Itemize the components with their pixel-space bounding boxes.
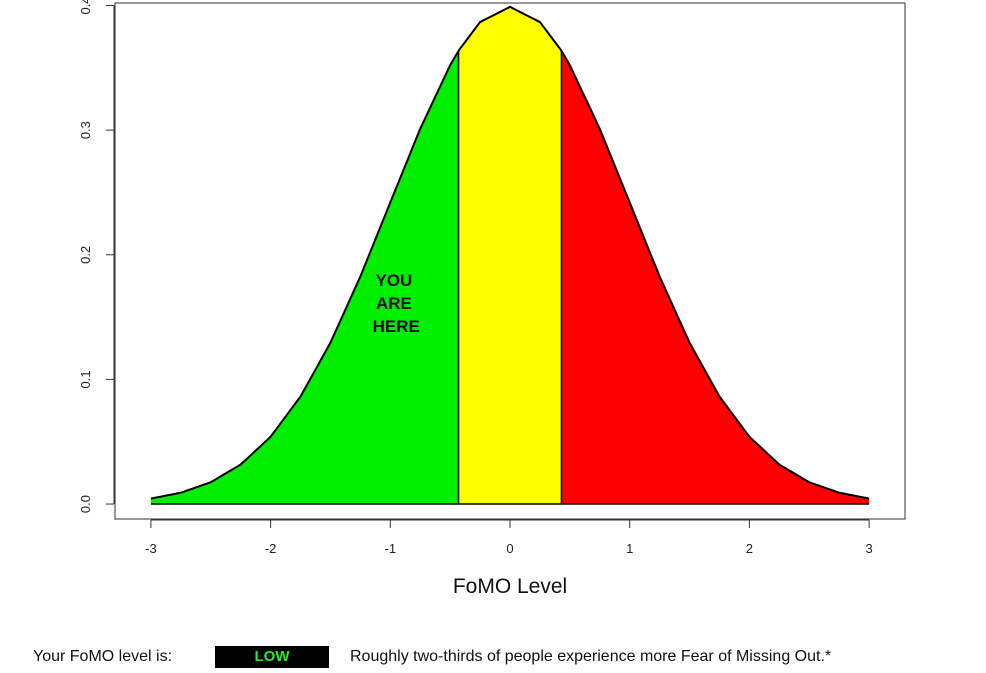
distribution-regions	[150, 6, 870, 505]
plot-frame	[114, 2, 906, 520]
x-tick-label: 0	[506, 541, 513, 556]
you-are-here-label: YOU ARE HERE	[373, 271, 420, 336]
x-axis: -3 -2 -1 0 1 2 3	[145, 519, 873, 556]
fomo-level-label: Your FoMO level is:	[33, 648, 173, 665]
annotation-line: HERE	[373, 317, 420, 336]
y-tick-label: 0.3	[78, 121, 93, 139]
region-area	[458, 6, 562, 505]
y-tick-label: 0.2	[78, 246, 93, 264]
y-axis: 0.0 0.1 0.2 0.3 0.4	[78, 0, 115, 513]
annotation-line: ARE	[376, 294, 412, 313]
x-axis-title: FoMO Level	[453, 575, 567, 598]
density-curve	[150, 5, 870, 500]
y-tick-label: 0.4	[78, 0, 93, 15]
annotation-line: YOU	[375, 271, 412, 290]
y-tick-label: 0.1	[78, 370, 93, 388]
region-area	[561, 50, 870, 505]
fomo-level-badge: LOW	[215, 646, 329, 668]
x-tick-label: 3	[865, 541, 872, 556]
x-tick-label: 1	[626, 541, 633, 556]
fomo-chart: -3 -2 -1 0 1 2 3 0.0 0.1 0.2 0.3 0.4 FoMO Level YO…	[78, 0, 906, 598]
region-area	[150, 50, 459, 505]
region-dividers	[150, 50, 870, 505]
fomo-explanation: Roughly two-thirds of people experience …	[350, 648, 832, 665]
x-tick-label: -1	[385, 541, 397, 556]
x-tick-label: -2	[265, 541, 277, 556]
y-tick-label: 0.0	[78, 495, 93, 513]
x-tick-label: 2	[746, 541, 753, 556]
result-footer: Your FoMO level is: LOW Roughly two-thir…	[0, 644, 986, 672]
x-tick-label: -3	[145, 541, 157, 556]
